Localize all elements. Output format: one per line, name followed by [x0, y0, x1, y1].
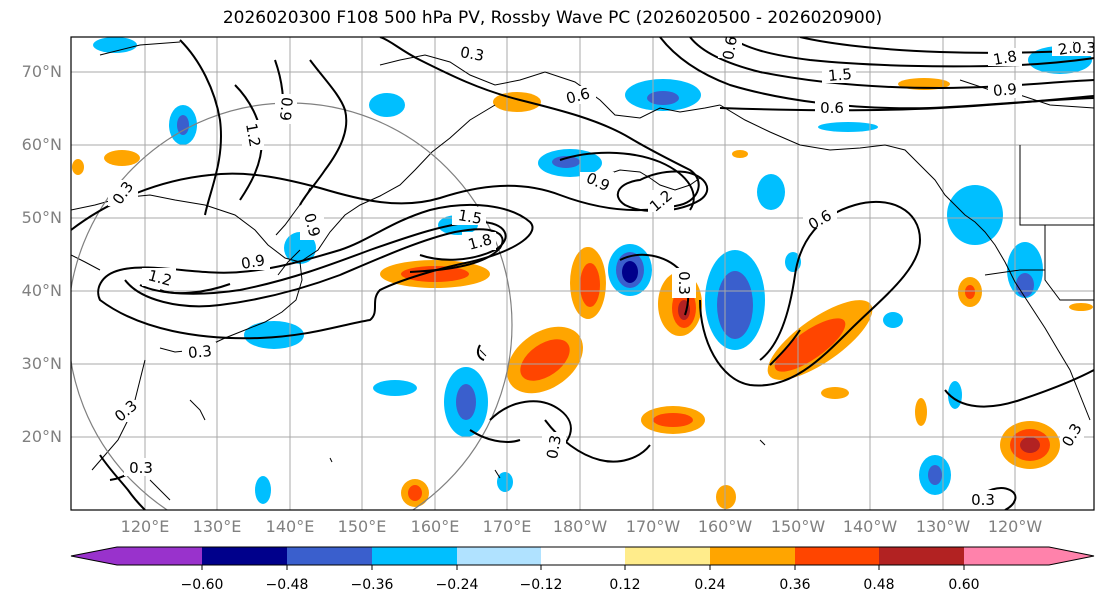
- contour-label: 0.9: [992, 80, 1017, 100]
- lat-label-40n: 40°N: [21, 281, 62, 300]
- coastlines: [71, 41, 1094, 501]
- contour-label: 1.2: [242, 122, 264, 149]
- colorbar-tick-label: 0.12: [609, 577, 641, 593]
- lon-label-120w: 120°W: [987, 517, 1043, 536]
- gridlines: [71, 37, 1094, 510]
- contour-label: 0.9: [300, 211, 324, 239]
- contour-label: 1.2: [146, 266, 174, 290]
- lat-label-70n: 70°N: [21, 62, 62, 81]
- contour-label: 1.5: [457, 206, 484, 228]
- pv-contours: [71, 37, 1094, 510]
- colorbar-tick-label: −0.12: [519, 577, 563, 593]
- colorbar-tick-label: 0.48: [863, 577, 895, 593]
- contour-label: 0.6: [564, 84, 592, 108]
- lon-label-150w: 150°W: [770, 517, 826, 536]
- lon-label-180w: 180°W: [552, 517, 608, 536]
- contour-label: 1.8: [992, 47, 1019, 69]
- lon-label-170w: 170°W: [625, 517, 681, 536]
- lon-label-120e: 120°E: [120, 517, 170, 536]
- lon-label-140w: 140°W: [842, 517, 898, 536]
- lon-label-130e: 130°E: [192, 517, 242, 536]
- contour-label: 0.3: [459, 43, 486, 65]
- contour-label: 0.3: [971, 491, 995, 509]
- contour-label: 0.3: [1072, 39, 1096, 57]
- contour-label: 1.5: [827, 65, 852, 85]
- lon-label-160w: 160°W: [697, 517, 753, 536]
- contour-label: 0.6: [820, 99, 844, 117]
- lat-label-20n: 20°N: [21, 427, 62, 446]
- colorbar-tick-label: −0.24: [435, 577, 479, 593]
- contour-label: 0.9: [276, 96, 296, 121]
- lat-label-30n: 30°N: [21, 354, 62, 373]
- colorbar-tick-label: 0.24: [694, 577, 726, 593]
- colorbar: [70, 546, 1095, 570]
- colorbar-tick-label: −0.36: [350, 577, 394, 593]
- contour-label: 0.3: [187, 342, 212, 362]
- colorbar-tick-label: 0.36: [779, 577, 811, 593]
- pv-anomaly-fills: [72, 37, 1093, 509]
- contour-label: 0.3: [675, 271, 693, 295]
- lon-label-130w: 130°W: [915, 517, 971, 536]
- contour-label: 0.3: [543, 434, 565, 461]
- lat-label-50n: 50°N: [21, 208, 62, 227]
- contour-label: 0.6: [719, 35, 741, 62]
- colorbar-tick-label: −0.48: [265, 577, 309, 593]
- contour-label: 1.8: [466, 230, 494, 254]
- contour-label: 0.9: [240, 251, 267, 273]
- lon-label-160e: 160°E: [410, 517, 460, 536]
- contour-labels: 0.3 0.6 0.9 1.2 1.5 1.8 2.1 0.3 0.6 0.9 …: [108, 35, 1096, 509]
- lon-label-140e: 140°E: [265, 517, 315, 536]
- lon-label-170e: 170°E: [482, 517, 532, 536]
- map-title: 2026020300 F108 500 hPa PV, Rossby Wave …: [222, 8, 883, 28]
- lon-label-150e: 150°E: [337, 517, 387, 536]
- colorbar-tick-label: −0.60: [180, 577, 224, 593]
- plot-frame: [70, 36, 1095, 511]
- contour-label: 0.3: [129, 459, 153, 477]
- lat-label-60n: 60°N: [21, 135, 62, 154]
- colorbar-tick-label: 0.60: [948, 577, 980, 593]
